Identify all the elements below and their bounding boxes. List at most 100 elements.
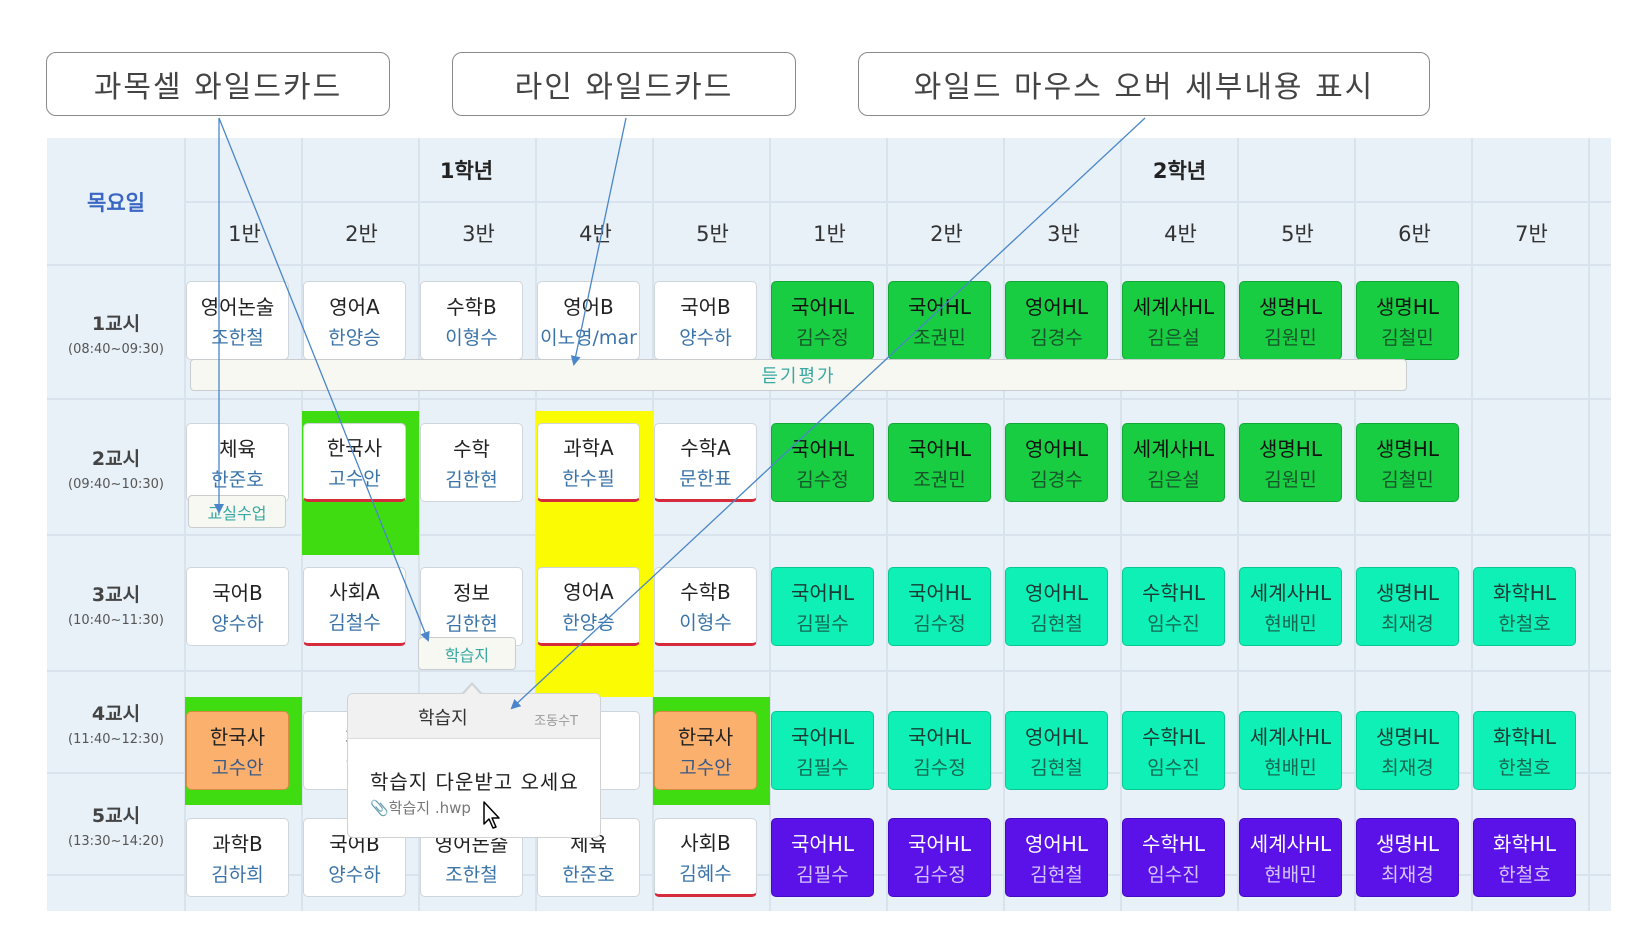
timetable-cell[interactable]: 화학HL 한철호	[1473, 818, 1576, 897]
cell-teacher: 양수하	[679, 327, 732, 349]
callout-line-wildcard: 라인 와일드카드	[452, 52, 796, 116]
cell-subject: 수학HL	[1142, 725, 1205, 749]
timetable-cell[interactable]: 영어B 이노영/mar	[537, 281, 640, 360]
timetable-cell[interactable]: 세계사HL 현배민	[1239, 567, 1342, 646]
cell-subject: 과학A	[563, 436, 614, 460]
cell-teacher: 한준호	[211, 469, 264, 491]
cell-subject: 국어HL	[791, 581, 854, 605]
period-time: (08:40~09:30)	[68, 342, 164, 357]
timetable-cell[interactable]: 수학B 이형수	[654, 567, 757, 646]
timetable-cell[interactable]: 영어HL 김현철	[1005, 711, 1108, 790]
cell-teacher: 양수하	[211, 613, 264, 635]
timetable-cell[interactable]: 화학HL 한철호	[1473, 567, 1576, 646]
cell-teacher: 현배민	[1264, 757, 1317, 779]
cell-subject: 생명HL	[1376, 725, 1439, 749]
timetable-cell[interactable]: 국어HL 김필수	[771, 818, 874, 897]
cell-teacher: 문한표	[679, 468, 732, 490]
timetable-cell[interactable]: 생명HL 최재경	[1356, 818, 1459, 897]
cell-subject: 국어HL	[908, 832, 971, 856]
timetable-cell[interactable]: 영어HL 김경수	[1005, 423, 1108, 502]
timetable-cell[interactable]: 영어논술 조한철	[186, 281, 289, 360]
cell-subject: 수학A	[680, 436, 731, 460]
timetable-cell[interactable]: 생명HL 김철민	[1356, 423, 1459, 502]
timetable-cell[interactable]: 영어HL 김경수	[1005, 281, 1108, 360]
timetable-cell[interactable]: 국어HL 김필수	[771, 567, 874, 646]
cell-teacher: 김철민	[1381, 469, 1434, 491]
timetable-cell[interactable]: 생명HL 김원민	[1239, 423, 1342, 502]
cell-teacher: 김한현	[445, 613, 498, 635]
line-wildcard-bar[interactable]: 듣기평가	[190, 359, 1407, 391]
cell-teacher: 한철호	[1498, 757, 1551, 779]
timetable-cell[interactable]: 체육 한준호	[186, 423, 289, 502]
timetable-cell[interactable]: 수학 김한현	[420, 423, 523, 502]
timetable-cell[interactable]: 국어HL 김수정	[888, 567, 991, 646]
cell-subject: 화학HL	[1493, 832, 1556, 856]
timetable-cell[interactable]: 세계사HL 김은설	[1122, 281, 1225, 360]
grid-row-line	[47, 670, 1611, 672]
grid-row-line	[185, 201, 1611, 203]
grid-column-line	[886, 138, 888, 911]
timetable-cell[interactable]: 한국사 고수안	[654, 711, 757, 790]
timetable-cell[interactable]: 영어HL 김현철	[1005, 818, 1108, 897]
period-2: 2교시 (09:40~10:30)	[47, 400, 185, 536]
cell-teacher: 임수진	[1147, 864, 1200, 886]
period-name: 4교시	[91, 703, 141, 725]
timetable-cell[interactable]: 국어HL 김수정	[888, 711, 991, 790]
cell-wildcard-tag[interactable]: 학습지	[418, 637, 516, 670]
timetable-cell[interactable]: 국어HL 조권민	[888, 423, 991, 502]
period-time: (10:40~11:30)	[68, 613, 164, 628]
cell-teacher: 김혜수	[679, 863, 732, 885]
timetable-cell[interactable]: 사회A 김철수	[303, 567, 406, 646]
timetable-cell[interactable]: 수학A 문한표	[654, 423, 757, 502]
cell-teacher: 김필수	[796, 613, 849, 635]
timetable-cell[interactable]: 생명HL 최재경	[1356, 711, 1459, 790]
cell-teacher: 김수정	[796, 327, 849, 349]
timetable-cell[interactable]: 영어A 한양승	[537, 567, 640, 646]
timetable-cell[interactable]: 수학HL 임수진	[1122, 567, 1225, 646]
timetable-cell[interactable]: 국어B 양수하	[186, 567, 289, 646]
grid-row-line	[47, 534, 1611, 536]
timetable-cell[interactable]: 세계사HL 현배민	[1239, 711, 1342, 790]
timetable-cell[interactable]: 생명HL 최재경	[1356, 567, 1459, 646]
timetable-cell[interactable]: 한국사 고수안	[303, 423, 406, 502]
timetable-cell[interactable]: 수학HL 임수진	[1122, 818, 1225, 897]
timetable-cell[interactable]: 세계사HL 김은설	[1122, 423, 1225, 502]
day-label: 목요일	[87, 191, 145, 215]
timetable-cell[interactable]: 사회B 김혜수	[654, 818, 757, 897]
cell-subject: 국어HL	[908, 581, 971, 605]
timetable-cell[interactable]: 과학A 한수필	[537, 423, 640, 502]
grid-column-line	[1588, 138, 1590, 911]
timetable-cell[interactable]: 생명HL 김원민	[1239, 281, 1342, 360]
timetable-cell[interactable]: 국어HL 김필수	[771, 711, 874, 790]
timetable-cell[interactable]: 정보 김한현	[420, 567, 523, 646]
cell-teacher: 한양승	[562, 612, 615, 634]
timetable-cell[interactable]: 국어HL 김수정	[888, 818, 991, 897]
cell-wildcard-tag[interactable]: 교실수업	[188, 495, 286, 528]
cell-subject: 한국사	[677, 725, 734, 749]
timetable-cell[interactable]: 화학HL 한철호	[1473, 711, 1576, 790]
period-name: 3교시	[91, 584, 141, 606]
timetable-cell[interactable]: 한국사 고수안	[186, 711, 289, 790]
cell-teacher: 양수하	[328, 864, 381, 886]
popover-author: 조동수T	[534, 714, 578, 729]
cell-teacher: 현배민	[1264, 613, 1317, 635]
popover-attachment-link[interactable]: 📎학습지 .hwp	[370, 799, 471, 817]
cell-subject: 세계사HL	[1249, 832, 1332, 856]
cell-subject: 화학HL	[1493, 581, 1556, 605]
timetable-cell[interactable]: 국어B 양수하	[654, 281, 757, 360]
timetable-cell[interactable]: 세계사HL 현배민	[1239, 818, 1342, 897]
period-1: 1교시 (08:40~09:30)	[47, 266, 185, 400]
timetable-cell[interactable]: 과학B 김하희	[186, 818, 289, 897]
timetable-cell[interactable]: 영어HL 김현철	[1005, 567, 1108, 646]
cell-teacher: 김수정	[913, 757, 966, 779]
timetable-cell[interactable]: 수학HL 임수진	[1122, 711, 1225, 790]
timetable-cell[interactable]: 국어HL 김수정	[771, 423, 874, 502]
timetable-cell[interactable]: 국어HL 조권민	[888, 281, 991, 360]
timetable-cell[interactable]: 생명HL 김철민	[1356, 281, 1459, 360]
timetable-cell[interactable]: 국어HL 김수정	[771, 281, 874, 360]
period-name: 1교시	[91, 313, 141, 335]
class-header-g2-4: 4반	[1164, 222, 1197, 246]
timetable-cell[interactable]: 수학B 이형수	[420, 281, 523, 360]
timetable-cell[interactable]: 영어A 한양승	[303, 281, 406, 360]
cell-subject: 생명HL	[1376, 295, 1439, 319]
